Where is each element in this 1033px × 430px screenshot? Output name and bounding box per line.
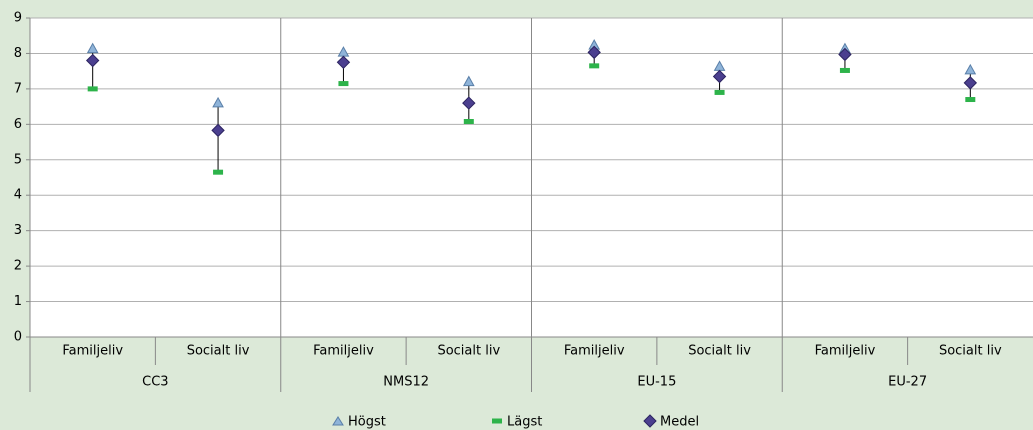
low-marker <box>965 97 976 103</box>
y-tick-label: 2 <box>14 259 22 274</box>
mean-marker <box>85 53 100 68</box>
low-marker <box>87 86 98 92</box>
low-marker <box>839 67 850 73</box>
high-marker <box>86 42 99 54</box>
x-tick-label: Familjeliv <box>564 344 625 359</box>
mean-marker <box>963 76 978 90</box>
mean-marker <box>587 45 601 60</box>
legend-label: Högst <box>348 415 386 430</box>
y-tick-label: 0 <box>14 330 22 345</box>
legend-label: Lägst <box>507 415 542 430</box>
legend-swatch <box>643 414 657 428</box>
high-marker <box>462 75 475 87</box>
group-label: CC3 <box>142 375 168 390</box>
x-tick-label: Familjeliv <box>313 344 374 359</box>
y-tick-label: 4 <box>14 188 22 203</box>
group-label: EU-15 <box>637 375 676 390</box>
y-tick-label: 3 <box>14 223 22 238</box>
y-tick-label: 7 <box>14 81 22 96</box>
group-label: EU-27 <box>888 375 927 390</box>
legend-label: Medel <box>660 415 699 430</box>
mean-marker <box>211 123 225 138</box>
mean-marker <box>462 96 476 110</box>
x-tick-label: Socialt liv <box>187 344 250 359</box>
y-tick-label: 8 <box>14 46 22 61</box>
mean-marker <box>712 69 727 84</box>
high-marker <box>212 96 224 108</box>
x-tick-label: Familjeliv <box>62 344 123 359</box>
low-marker <box>338 81 349 87</box>
x-tick-label: Socialt liv <box>437 344 500 359</box>
low-marker <box>589 63 600 69</box>
low-marker <box>463 118 474 124</box>
x-tick-label: Socialt liv <box>939 344 1002 359</box>
legend-swatch <box>492 418 502 424</box>
high-marker <box>964 63 977 75</box>
group-label: NMS12 <box>383 375 429 390</box>
mean-marker <box>336 55 351 70</box>
mean-marker <box>838 47 852 62</box>
x-tick-label: Familjeliv <box>815 344 876 359</box>
low-marker <box>714 89 725 95</box>
y-tick-label: 1 <box>14 294 22 309</box>
legend-swatch <box>332 416 344 426</box>
low-marker <box>213 169 224 175</box>
x-tick-label: Socialt liv <box>688 344 751 359</box>
y-tick-label: 5 <box>14 152 22 167</box>
y-tick-label: 6 <box>14 117 22 132</box>
y-tick-label: 9 <box>14 11 22 26</box>
